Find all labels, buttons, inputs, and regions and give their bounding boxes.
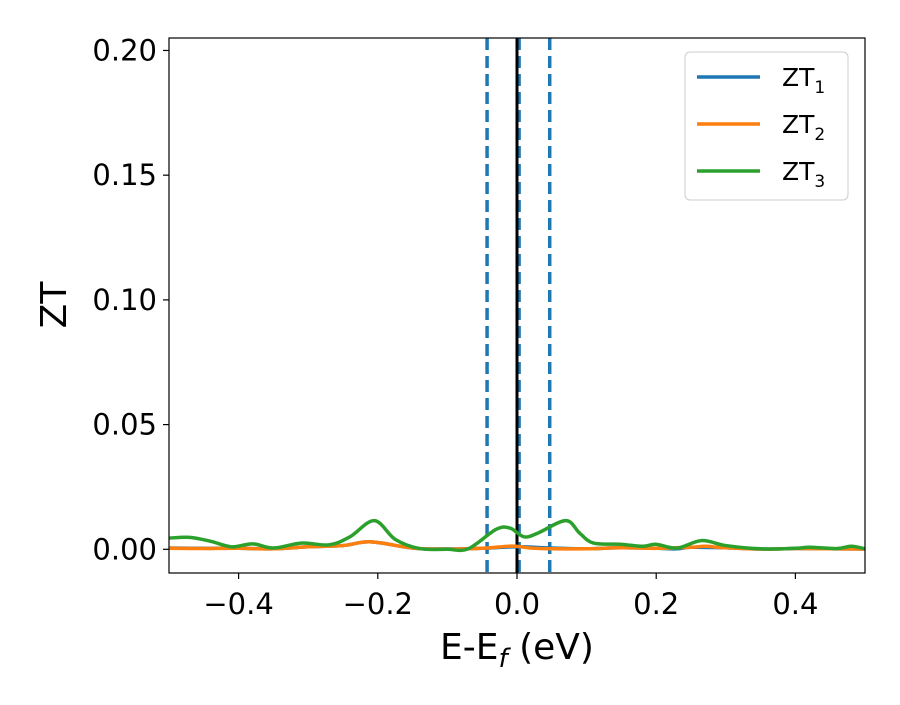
- legend-label-zt2: ZT2: [782, 110, 825, 145]
- y-axis-label: ZT: [34, 281, 75, 329]
- y-axis-ticks: 0.00 0.05 0.10 0.15 0.20: [92, 33, 169, 566]
- x-tick-label: 0.4: [772, 587, 818, 621]
- y-tick-label: 0.10: [92, 283, 157, 317]
- legend-label-zt3: ZT3: [782, 157, 825, 192]
- x-axis-ticks: −0.4 −0.2 0.0 0.2 0.4: [203, 573, 818, 621]
- x-axis-label: E-Ef (eV): [440, 627, 594, 674]
- x-tick-label: −0.4: [203, 587, 273, 621]
- series-line-zt2: [169, 540, 865, 551]
- y-tick-label: 0.00: [92, 532, 157, 566]
- y-tick-label: 0.05: [92, 408, 157, 442]
- legend: ZT1 ZT2 ZT3: [684, 51, 849, 201]
- x-tick-label: −0.2: [343, 587, 413, 621]
- x-tick-label: 0.0: [494, 587, 540, 621]
- vertical-reference-lines: [485, 38, 552, 573]
- y-tick-label: 0.15: [92, 158, 157, 192]
- series-layer: [169, 518, 865, 553]
- series-line-zt3: [169, 518, 865, 553]
- x-tick-label: 0.2: [633, 587, 679, 621]
- legend-box: [684, 51, 849, 201]
- legend-label-zt1: ZT1: [782, 63, 825, 98]
- y-tick-label: 0.20: [92, 33, 157, 67]
